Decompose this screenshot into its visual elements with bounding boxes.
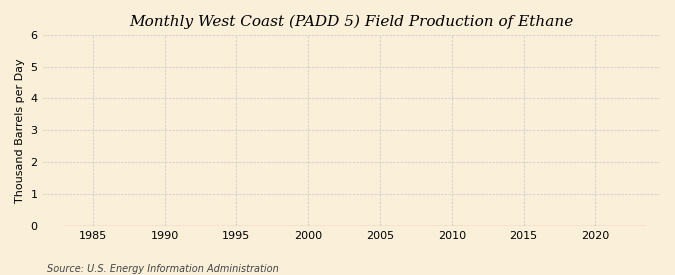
Text: Source: U.S. Energy Information Administration: Source: U.S. Energy Information Administ…: [47, 264, 279, 274]
Title: Monthly West Coast (PADD 5) Field Production of Ethane: Monthly West Coast (PADD 5) Field Produc…: [129, 15, 573, 29]
Y-axis label: Thousand Barrels per Day: Thousand Barrels per Day: [15, 58, 25, 203]
